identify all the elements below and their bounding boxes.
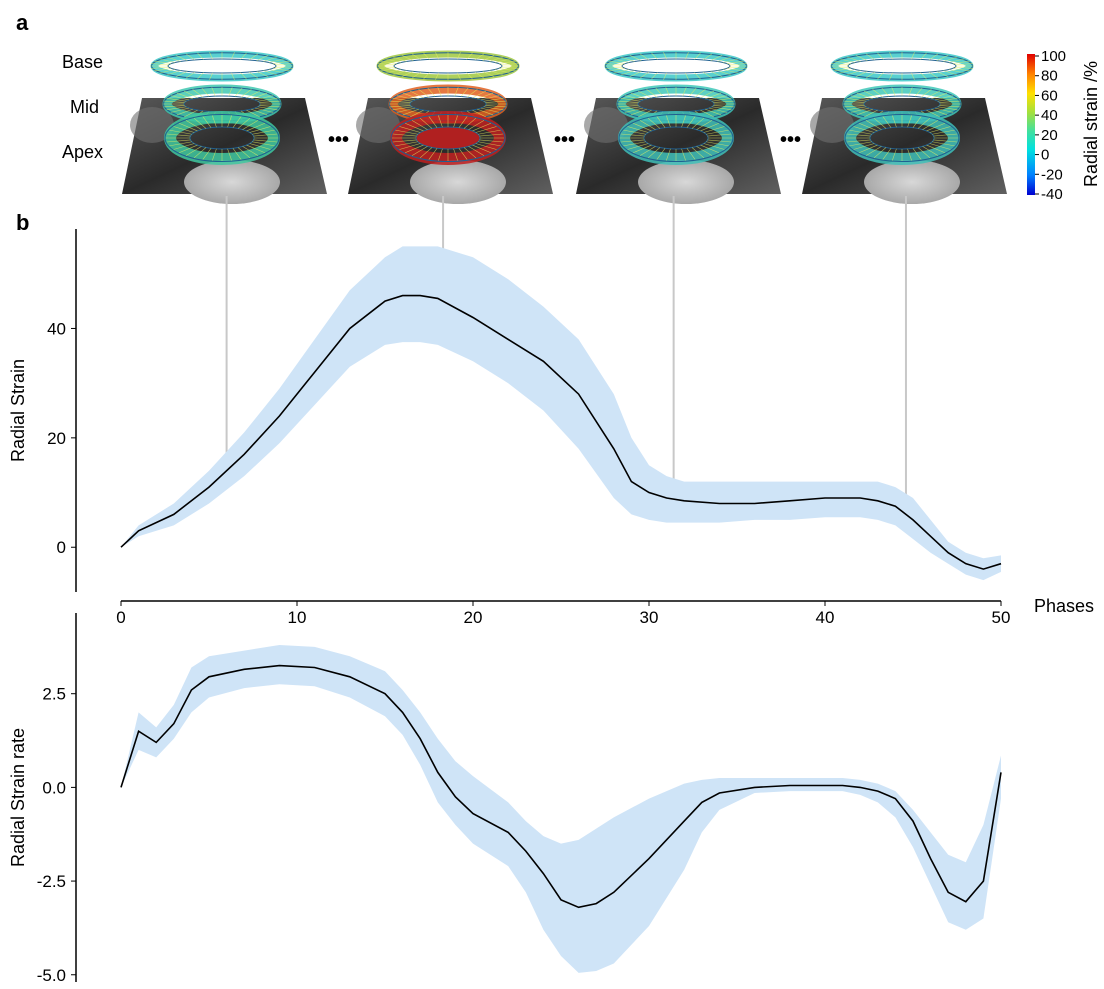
x-tick-label: 0	[116, 608, 125, 627]
colorbar-title: Radial strain /%	[1081, 61, 1101, 187]
base-ring	[150, 50, 294, 82]
mri-tissue-region	[810, 107, 854, 143]
mri-tissue-region	[130, 107, 174, 143]
y-axis-title: Radial Strain rate	[8, 728, 28, 867]
colorbar-tick-label: 20	[1041, 127, 1058, 144]
x-tick-label: 40	[816, 608, 835, 627]
panel-label-a: a	[16, 10, 29, 35]
base-ring	[604, 50, 748, 82]
apex-ring	[390, 111, 506, 165]
panel-label-b: b	[16, 210, 29, 235]
colorbar-tick-label: 100	[1041, 48, 1066, 65]
colorbar-tick-label: 0	[1041, 147, 1049, 164]
mri-tissue-region	[356, 107, 400, 143]
y-axis-title: Radial Strain	[8, 359, 28, 462]
mean-line	[120, 664, 1002, 909]
base-ring	[830, 50, 974, 82]
y-tick-label: 0	[57, 538, 66, 557]
colorbar	[1027, 54, 1035, 195]
heart-panel	[348, 50, 553, 204]
mri-bright-region	[864, 160, 960, 204]
separator-1: •••	[328, 129, 349, 151]
colorbar-ticks: 100 80 60 40 20 0 -20 -40	[1035, 48, 1066, 203]
confidence-band	[121, 645, 1001, 973]
colorbar-tick-label: 80	[1041, 68, 1058, 85]
colorbar-tick-label: -20	[1041, 166, 1063, 183]
separator-3: •••	[780, 129, 801, 151]
radial-strain-chart: 0 20 40 Radial Strain 0 10 20 30 40 50 Phases	[8, 196, 1094, 627]
colorbar-tick-label: 40	[1041, 107, 1058, 124]
x-tick-label: 10	[288, 608, 307, 627]
apex-ring	[844, 111, 960, 165]
x-tick-label: 30	[640, 608, 659, 627]
x-axis-title: Phases	[1034, 596, 1094, 616]
mean-line	[120, 294, 1002, 570]
confidence-band	[121, 246, 1001, 581]
x-tick-label: 20	[464, 608, 483, 627]
mri-tissue-region	[584, 107, 628, 143]
heart-panel	[122, 50, 327, 204]
separator-2: •••	[554, 129, 575, 151]
heart-panel	[802, 50, 1007, 204]
heart-mesh-panels	[122, 50, 1007, 204]
y-tick-label: -2.5	[37, 872, 66, 891]
colorbar-tick-label: 60	[1041, 87, 1058, 104]
mri-bright-region	[184, 160, 280, 204]
y-tick-label: 20	[47, 429, 66, 448]
radial-strain-rate-chart: 2.5 0.0 -2.5 -5.0 Radial Strain rate	[8, 613, 1002, 985]
row-label-mid: Mid	[70, 97, 99, 117]
y-tick-label: 40	[47, 319, 66, 338]
mri-bright-region	[410, 160, 506, 204]
y-tick-label: 0.0	[42, 778, 66, 797]
y-tick-label: -5.0	[37, 966, 66, 985]
heart-panel	[576, 50, 781, 204]
base-ring	[376, 50, 520, 82]
apex-ring	[618, 111, 734, 165]
x-tick-label: 50	[992, 608, 1011, 627]
mri-bright-region	[638, 160, 734, 204]
y-tick-label: 2.5	[42, 685, 66, 704]
apex-ring	[164, 111, 280, 165]
row-label-apex: Apex	[62, 142, 103, 162]
row-label-base: Base	[62, 52, 103, 72]
colorbar-tick-label: -40	[1041, 186, 1063, 203]
